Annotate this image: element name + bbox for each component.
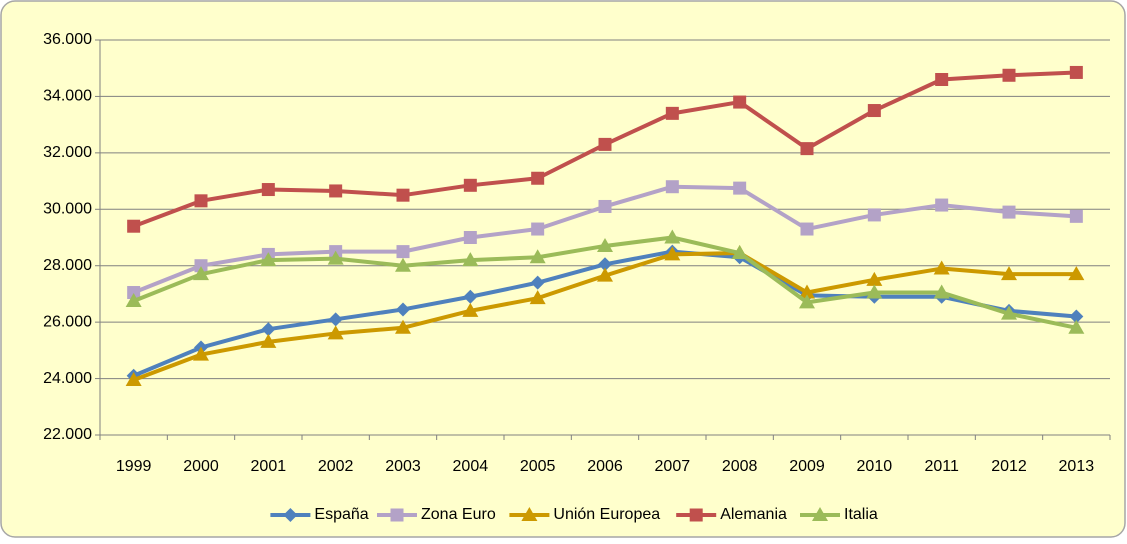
marker	[194, 259, 208, 273]
marker	[800, 222, 814, 236]
marker	[866, 284, 883, 299]
legend-label: Italia	[844, 506, 878, 523]
marker	[935, 73, 949, 86]
marker	[1068, 319, 1085, 334]
y-tick-label: 30.000	[43, 201, 92, 218]
legend-label: Unión Europea	[553, 506, 660, 523]
marker	[463, 289, 478, 304]
legend-label: Zona Euro	[421, 506, 496, 523]
legend-label: España	[314, 506, 368, 523]
y-tick-label: 22.000	[43, 426, 92, 443]
marker	[327, 325, 344, 340]
marker	[1069, 65, 1083, 79]
x-tick-label: 2008	[722, 458, 758, 475]
y-tick-label: 28.000	[43, 257, 92, 274]
x-tick-label: 2001	[251, 458, 287, 475]
x-tick-label: 2011	[924, 458, 959, 475]
x-tick-label: 1999	[116, 458, 152, 475]
marker	[125, 371, 142, 386]
marker	[1069, 309, 1084, 324]
y-tick-label: 34.000	[43, 88, 92, 105]
marker	[1001, 305, 1017, 320]
marker	[530, 275, 545, 290]
x-tick-label: 2005	[520, 458, 556, 475]
marker	[127, 286, 141, 300]
marker	[665, 180, 679, 194]
marker	[193, 266, 209, 281]
marker	[867, 208, 881, 222]
marker	[812, 507, 828, 521]
marker	[261, 183, 275, 197]
marker	[689, 508, 703, 522]
x-tick-label: 2012	[991, 458, 1027, 475]
marker	[328, 312, 343, 327]
marker	[733, 181, 747, 195]
marker	[463, 178, 477, 192]
marker	[664, 246, 681, 261]
marker	[731, 245, 748, 260]
marker	[260, 333, 277, 348]
marker	[396, 188, 410, 202]
marker	[933, 260, 950, 275]
marker	[127, 219, 141, 233]
marker	[327, 250, 344, 265]
y-tick-label: 26.000	[43, 313, 92, 330]
marker	[733, 95, 747, 109]
x-tick-label: 2013	[1059, 458, 1095, 475]
marker	[799, 284, 815, 299]
x-tick-label: 2003	[385, 458, 421, 475]
marker	[935, 198, 949, 212]
marker	[261, 322, 276, 337]
marker	[260, 252, 277, 267]
marker	[1069, 209, 1083, 223]
marker	[531, 222, 545, 236]
marker	[194, 194, 208, 208]
marker	[933, 284, 950, 299]
x-tick-label: 2002	[318, 458, 354, 475]
marker	[390, 508, 404, 522]
marker	[1002, 205, 1016, 219]
x-tick-label: 2000	[183, 458, 219, 475]
marker	[521, 507, 538, 521]
y-tick-label: 36.000	[43, 31, 92, 48]
marker	[462, 252, 479, 267]
marker	[597, 237, 613, 252]
marker	[1001, 266, 1017, 281]
x-tick-label: 2006	[587, 458, 623, 475]
marker	[463, 231, 477, 244]
legend-label: Alemania	[720, 506, 787, 523]
marker	[1002, 68, 1016, 82]
marker	[598, 137, 612, 151]
marker	[598, 257, 612, 272]
marker	[329, 184, 343, 198]
marker	[529, 290, 546, 305]
marker	[665, 106, 679, 120]
marker	[598, 199, 612, 213]
marker	[531, 171, 545, 185]
marker	[800, 142, 814, 156]
marker	[799, 294, 815, 309]
y-tick-label: 24.000	[43, 370, 92, 387]
marker	[125, 292, 142, 307]
x-tick-label: 2009	[789, 458, 825, 475]
marker	[462, 302, 479, 317]
marker	[193, 346, 209, 361]
marker	[866, 271, 883, 286]
marker	[283, 508, 298, 522]
x-tick-label: 2010	[857, 458, 893, 475]
marker	[664, 229, 681, 244]
marker	[395, 257, 411, 272]
marker	[396, 302, 410, 317]
marker	[867, 104, 881, 118]
marker	[529, 249, 546, 264]
y-tick-label: 32.000	[43, 144, 92, 161]
marker	[1068, 266, 1085, 281]
marker	[597, 267, 613, 282]
x-tick-label: 2007	[655, 458, 691, 475]
marker	[395, 319, 411, 334]
marker	[396, 245, 410, 259]
x-tick-label: 2004	[453, 458, 489, 475]
